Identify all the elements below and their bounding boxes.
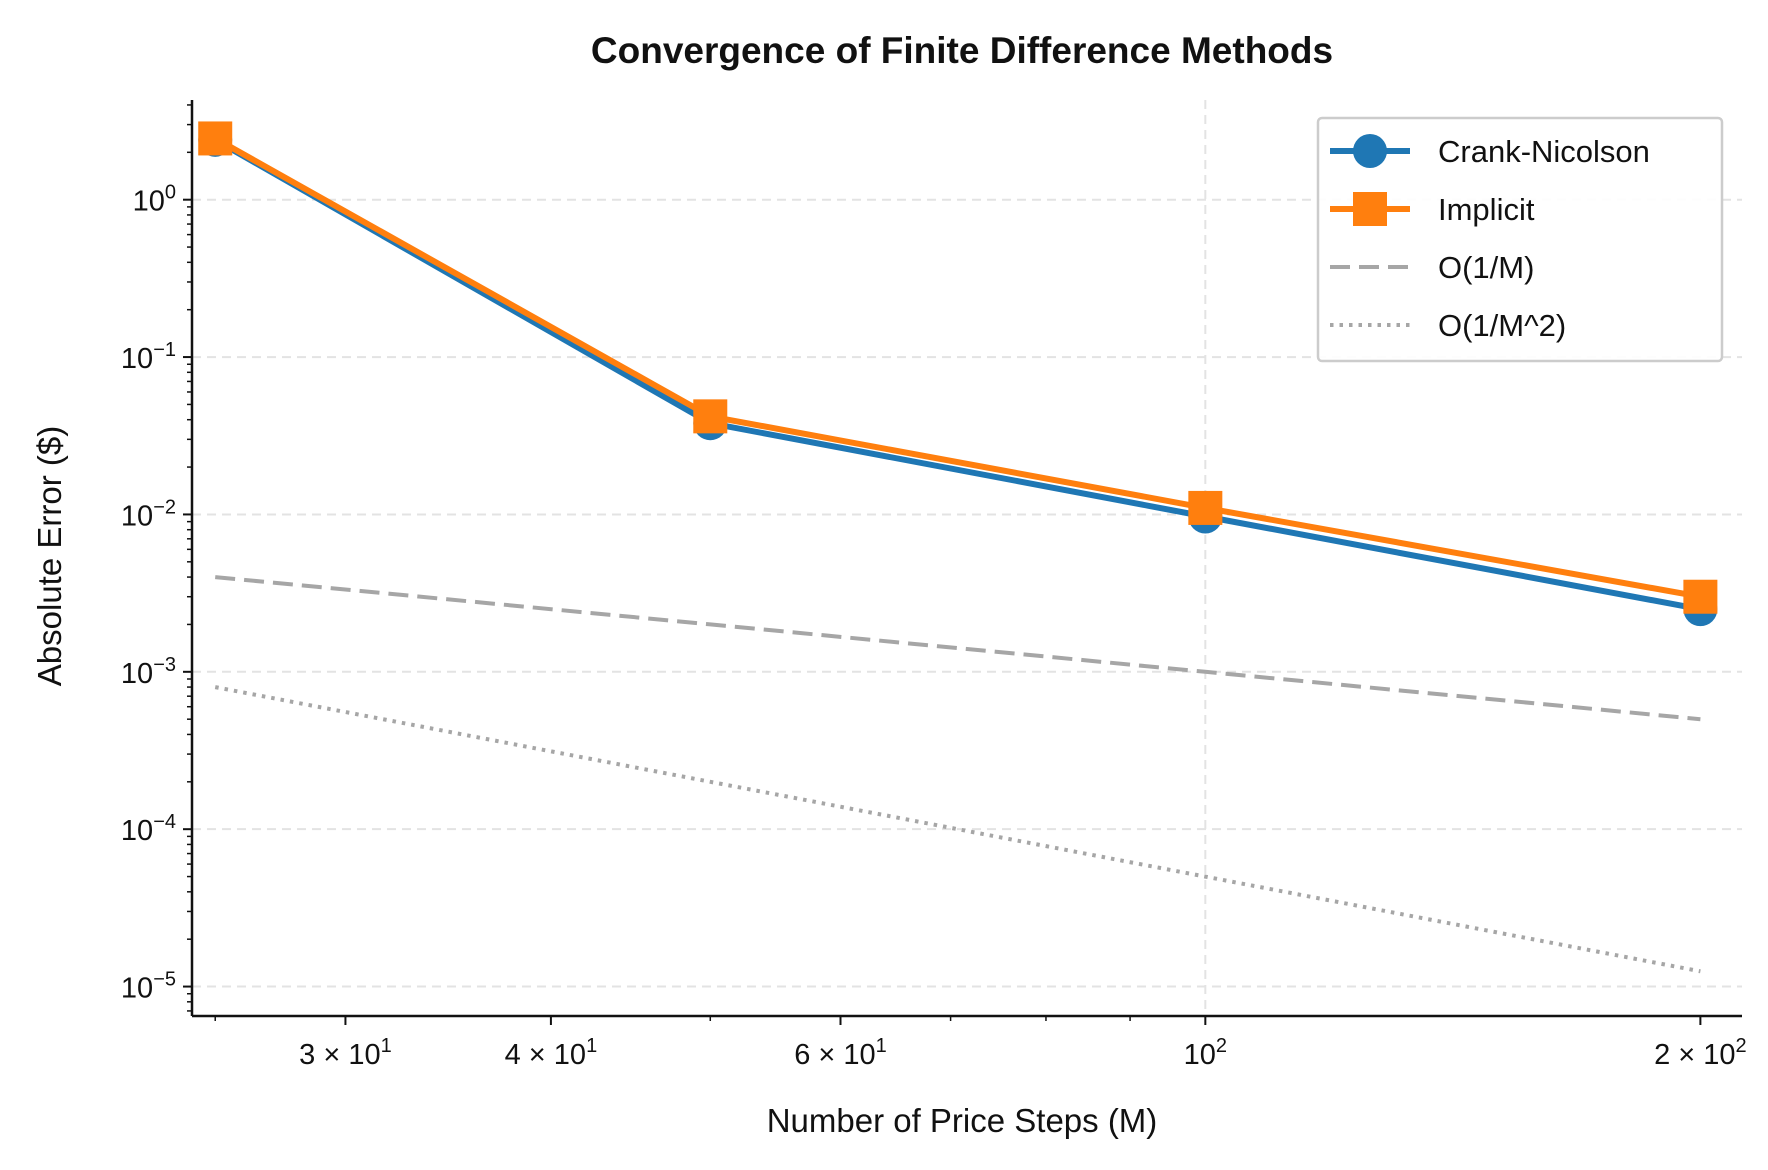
y-tick-label: 100: [133, 182, 176, 218]
x-tick-label: 6 × 101: [794, 1035, 887, 1071]
data-point-implicit: [1683, 579, 1718, 614]
x-axis-label: Number of Price Steps (M): [767, 1102, 1158, 1139]
legend-label-implicit: Implicit: [1438, 192, 1535, 227]
data-point-implicit: [198, 121, 233, 156]
legend-marker-implicit: [1353, 192, 1387, 226]
x-tick-label: 3 × 101: [299, 1035, 392, 1071]
y-axis-label: Absolute Error ($): [31, 426, 68, 686]
legend-label-crank-nicolson: Crank-Nicolson: [1438, 134, 1650, 169]
legend-frame: [1316, 116, 1724, 363]
y-tick-label: 10−3: [121, 654, 176, 690]
series-line-implicit: [213, 135, 1701, 600]
x-tick-label: 2 × 102: [1654, 1035, 1747, 1071]
y-tick-label: 10−5: [121, 969, 176, 1005]
series-line-crank-nicolson: [213, 137, 1701, 613]
x-tick-label: 4 × 101: [505, 1035, 598, 1071]
legend-label-o-1-m-2: O(1/M^2): [1438, 308, 1566, 343]
data-point-implicit: [1188, 490, 1223, 525]
chart-title: Convergence of Finite Difference Methods: [591, 30, 1333, 71]
legend: Crank-Nicolson Implicit O(1/M) O(1/M^2): [1316, 116, 1724, 363]
tick-labels: 3 × 101 4 × 101 6 × 101 102 2 × 102 100 10−1 10…: [121, 182, 1747, 1071]
x-tick-label: 102: [1184, 1035, 1227, 1071]
series: [198, 121, 1718, 974]
y-tick-label: 10−2: [121, 496, 176, 532]
axes: [183, 100, 1742, 1025]
y-tick-label: 10−1: [121, 339, 176, 375]
legend-marker-crank-nicolson: [1353, 134, 1387, 168]
legend-label-o-1-m: O(1/M): [1438, 250, 1534, 285]
data-point-implicit: [693, 399, 728, 434]
series-line-o-1-m: [215, 575, 1701, 722]
y-tick-label: 10−4: [121, 811, 176, 847]
